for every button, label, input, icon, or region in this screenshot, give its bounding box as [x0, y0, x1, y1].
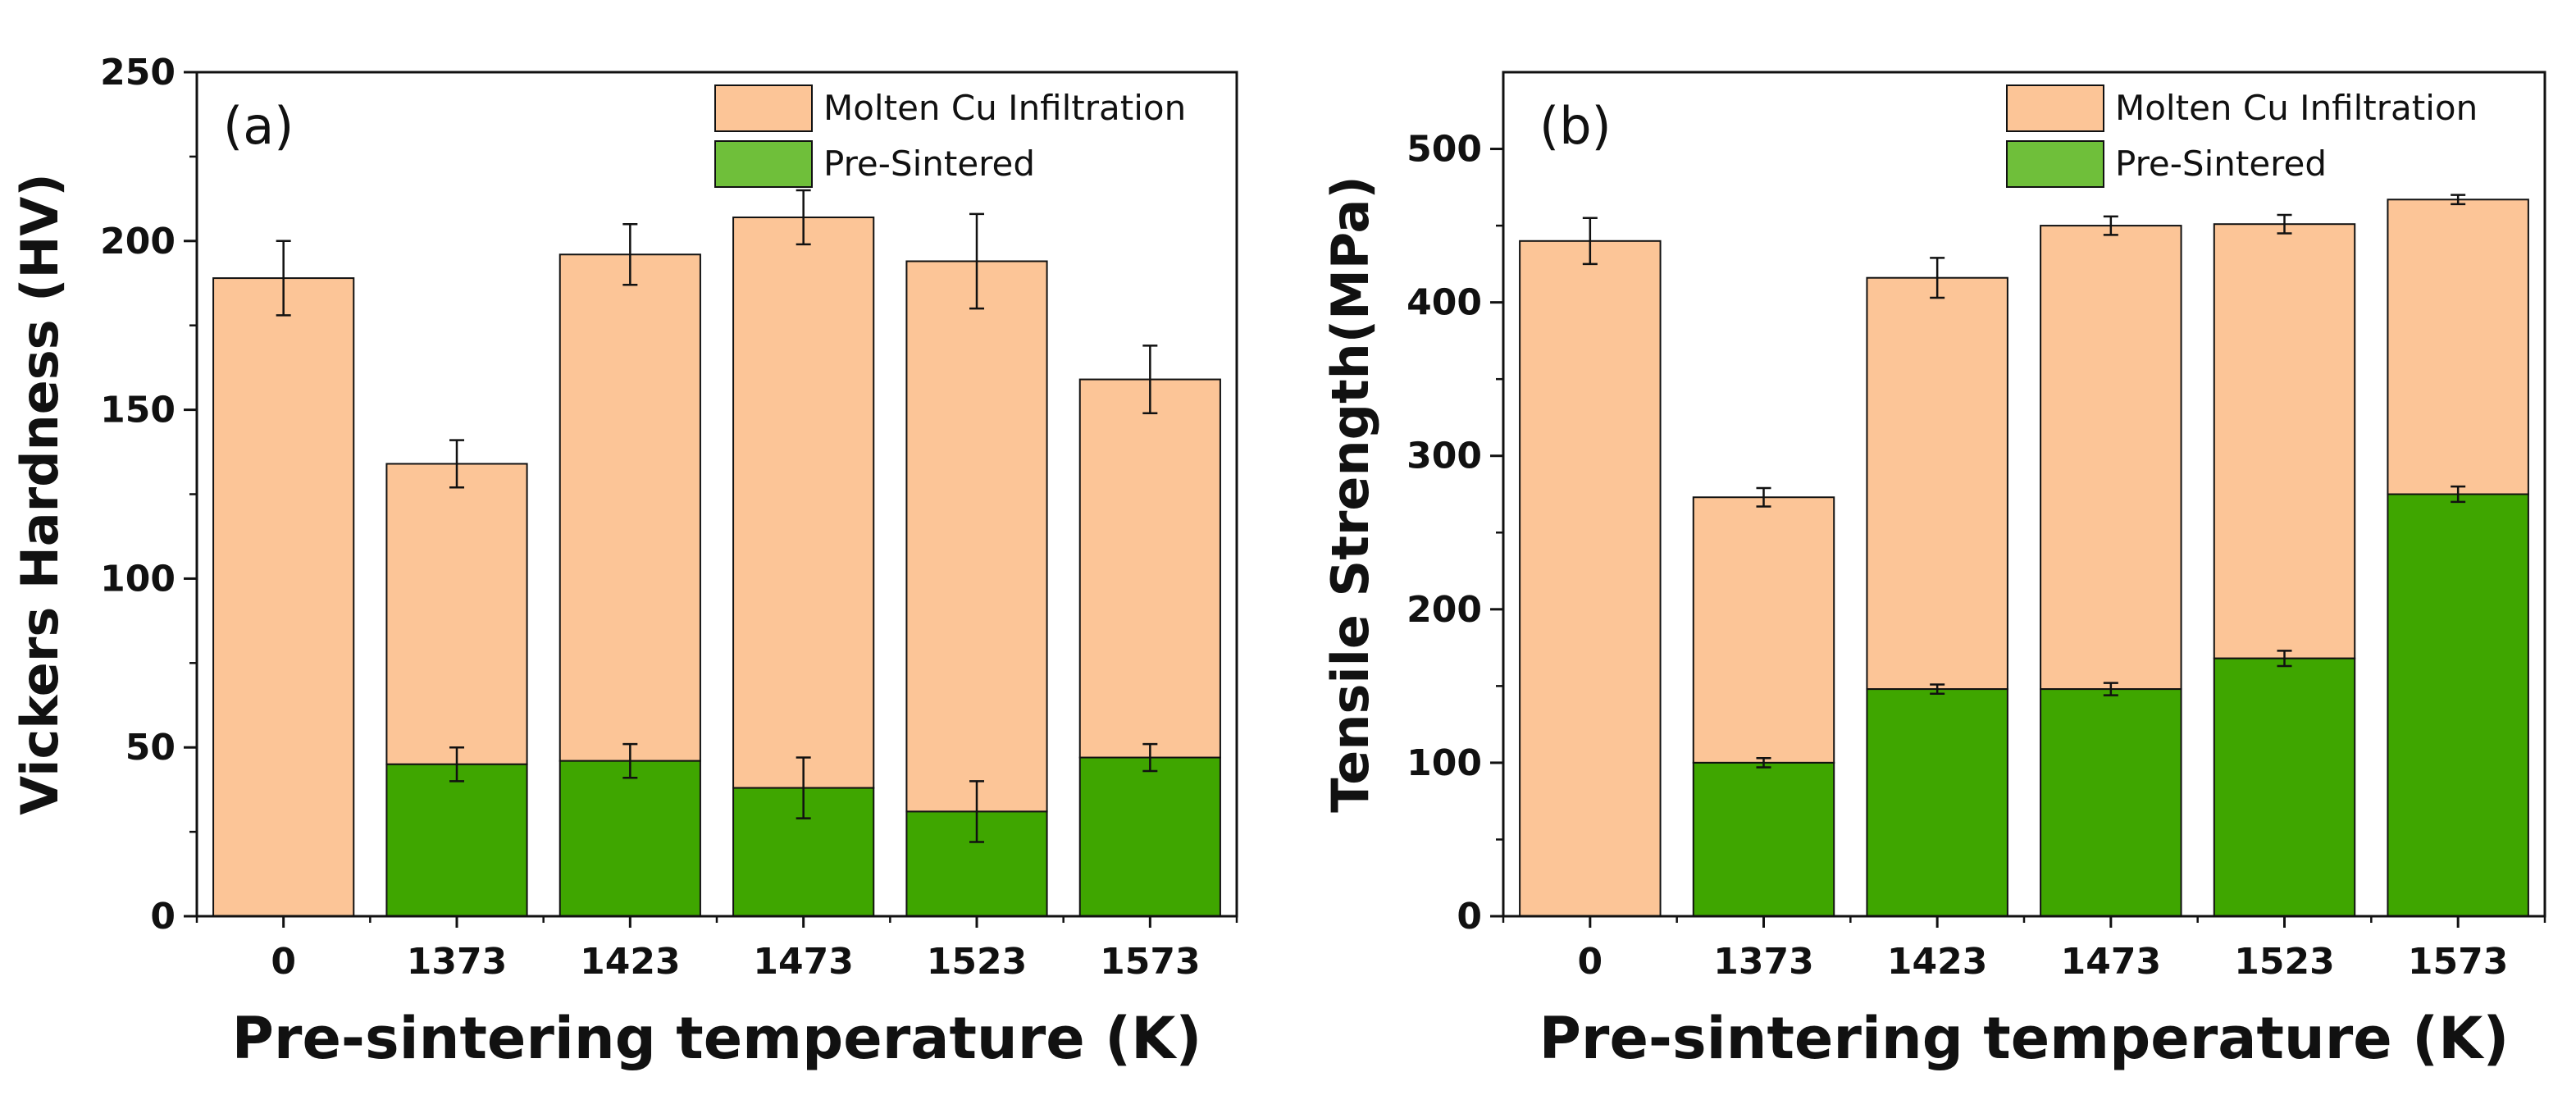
y-tick-label-200: 200	[100, 221, 176, 262]
bar-molten-1523	[905, 260, 1048, 813]
legend-swatch-molten	[2006, 84, 2104, 132]
y-tick-label-250: 250	[100, 52, 176, 94]
bar-molten-1473	[732, 216, 875, 789]
y-tick-label-100: 100	[100, 558, 176, 600]
bar-molten-1423	[1866, 276, 2008, 691]
bar-molten-0	[1519, 240, 1662, 917]
y-tick-label-500: 500	[1407, 129, 1482, 171]
bar-presintered-1373	[385, 763, 528, 918]
bar-presintered-1473	[2040, 688, 2182, 917]
bar-molten-1523	[2213, 223, 2356, 659]
x-axis-title: Pre-sintering temperature (K)	[1539, 1005, 2510, 1072]
x-tick-label-1573: 1573	[2408, 941, 2508, 983]
x-tick-label-1523: 1523	[2234, 941, 2334, 983]
chart-panel-a: 0 1373 1423 1473 1523 1573 0 50 100 150 200 250 Vick…	[10, 52, 1238, 1072]
y-tick-label-400: 400	[1407, 282, 1482, 324]
x-tick-label-1373: 1373	[407, 941, 507, 983]
y-tick-label-200: 200	[1407, 589, 1482, 631]
legend-label-presintered: Pre-Sintered	[823, 144, 1035, 184]
bar-presintered-1523	[2213, 657, 2356, 917]
y-axis-title: Vickers Hardness (HV)	[10, 173, 70, 815]
legend-swatch-molten	[714, 84, 813, 132]
x-tick-label-1423: 1423	[580, 941, 680, 983]
x-tick-label-1473: 1473	[753, 941, 853, 983]
bar-presintered-1573	[2387, 493, 2529, 917]
x-tick-label-1423: 1423	[1887, 941, 1987, 983]
y-tick-label-150: 150	[100, 390, 176, 431]
legend-label-molten: Molten Cu Infiltration	[823, 88, 1186, 128]
x-tick-label-1523: 1523	[927, 941, 1027, 983]
y-tick-label-300: 300	[1407, 436, 1482, 477]
legend-swatch-presintered	[2006, 140, 2104, 188]
bar-molten-1373	[385, 463, 528, 765]
bar-presintered-1423	[1866, 688, 2008, 917]
bar-molten-1373	[1692, 496, 1835, 764]
y-tick-label-100: 100	[1407, 742, 1482, 784]
x-tick-label-1473: 1473	[2061, 941, 2161, 983]
x-tick-label-1373: 1373	[1713, 941, 1813, 983]
legend-label-presintered: Pre-Sintered	[2115, 144, 2327, 184]
bar-molten-1473	[2040, 225, 2182, 691]
bar-presintered-1373	[1692, 761, 1835, 918]
chart-panel-b: 0 1373 1423 1473 1523 1573 0 100 200 300 400 500 Ten…	[1320, 71, 2546, 1072]
legend-swatch-presintered	[714, 140, 813, 188]
y-tick-label-0: 0	[1457, 896, 1482, 938]
y-tick-label-0: 0	[150, 896, 176, 938]
bar-molten-0	[212, 277, 355, 917]
panel-label: (a)	[223, 96, 294, 156]
bar-presintered-1423	[559, 760, 701, 917]
y-axis-title: Tensile Strength(MPa)	[1320, 176, 1380, 812]
panel-label: (b)	[1539, 96, 1612, 156]
bar-presintered-1573	[1078, 756, 1221, 917]
bar-molten-1573	[1078, 378, 1221, 759]
x-tick-label-0: 0	[271, 941, 296, 983]
bar-molten-1573	[2387, 199, 2529, 495]
x-axis-title: Pre-sintering temperature (K)	[232, 1005, 1202, 1072]
x-tick-label-0: 0	[1578, 941, 1603, 983]
y-tick-label-50: 50	[125, 727, 176, 769]
legend-label-molten: Molten Cu Infiltration	[2115, 88, 2478, 128]
bar-molten-1423	[559, 253, 701, 762]
x-tick-label-1573: 1573	[1100, 941, 1200, 983]
